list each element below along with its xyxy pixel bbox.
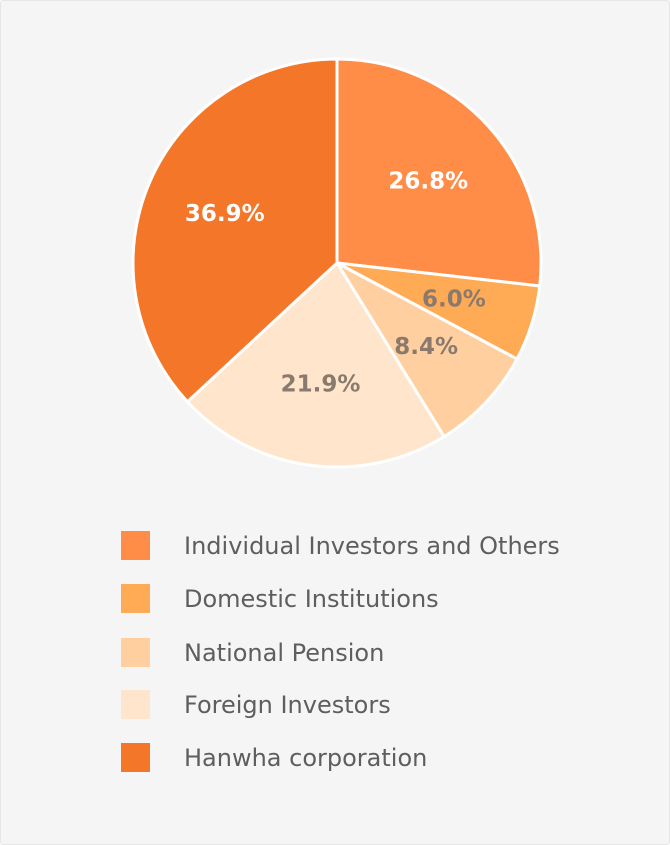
legend-label: National Pension	[184, 638, 385, 667]
legend-swatch	[121, 638, 150, 667]
legend-label: Domestic Institutions	[184, 584, 439, 613]
slice-value-label: 21.9%	[281, 371, 361, 397]
legend-swatch	[121, 743, 150, 772]
legend-swatch	[121, 531, 150, 560]
legend-swatch	[121, 690, 150, 719]
pie-chart: 26.8% 6.0% 8.4% 21.9% 36.9%	[131, 57, 543, 469]
legend-item-domestic-institutions: Domestic Institutions	[121, 584, 439, 613]
legend-item-foreign-investors: Foreign Investors	[121, 690, 391, 719]
slice-value-label: 26.8%	[388, 169, 468, 195]
legend-item-hanwha-corporation: Hanwha corporation	[121, 743, 427, 772]
pie-slice	[185, 261, 446, 469]
legend-item-national-pension: National Pension	[121, 638, 384, 667]
legend-label: Foreign Investors	[184, 690, 391, 719]
slice-value-label: 8.4%	[394, 334, 458, 360]
slice-value-label: 6.0%	[422, 286, 486, 312]
legend-item-individual-investors: Individual Investors and Others	[121, 531, 560, 560]
pie-slice	[131, 57, 339, 404]
pie-slice	[335, 261, 519, 439]
slice-value-label: 36.9%	[185, 201, 265, 227]
legend-swatch	[121, 584, 150, 613]
legend-label: Individual Investors and Others	[184, 531, 560, 560]
legend-label: Hanwha corporation	[184, 743, 428, 772]
pie-slice	[335, 57, 543, 288]
